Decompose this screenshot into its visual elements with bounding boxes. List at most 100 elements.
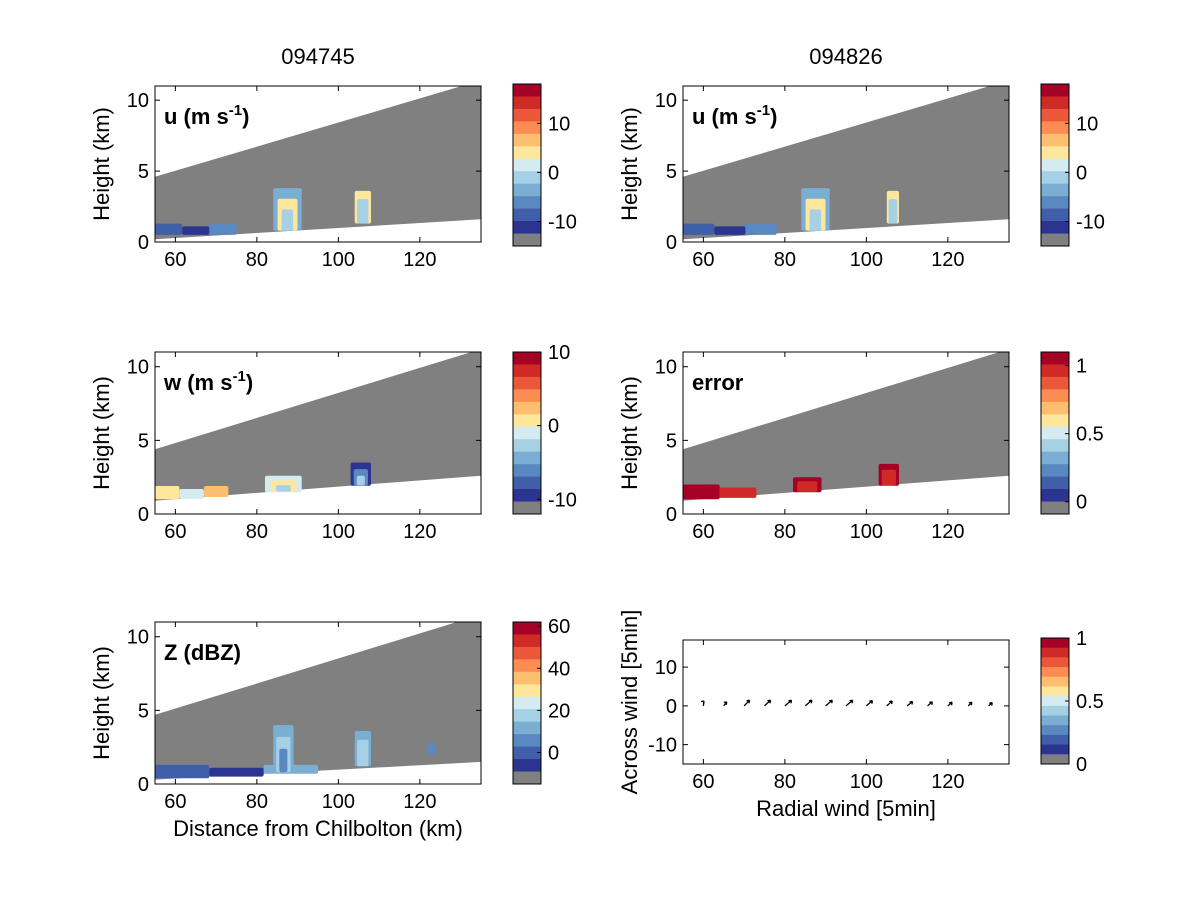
colorbar-segment [513, 659, 541, 673]
colorbar-segment [1041, 734, 1069, 746]
x-tick-label: 80 [246, 249, 268, 271]
data-feature-3 [354, 731, 371, 767]
colorbar-tick-label: 1 [1076, 356, 1087, 378]
x-tick-label: 60 [164, 521, 186, 543]
colorbar: 10 0 -10 [512, 342, 577, 515]
data-feature-3 [354, 190, 371, 224]
y-tick-label: 5 [666, 430, 677, 452]
wind-arrow [927, 701, 933, 707]
x-tick-label: 100 [850, 249, 883, 271]
colorbar-segment [513, 734, 541, 748]
x-axis-label: Radial wind [5min] [756, 796, 936, 821]
plot-area [155, 352, 481, 501]
y-axis-label: Height (km) [617, 107, 642, 221]
panel-label: Z (dBZ) [164, 640, 241, 665]
axes-frame [154, 351, 482, 515]
colorbar-segment [513, 84, 541, 97]
plot-area [155, 86, 481, 240]
x-tick-label: 60 [692, 771, 714, 793]
colorbar-segment [513, 709, 541, 723]
wind-arrow [865, 700, 874, 707]
x-tick-label: 120 [403, 521, 436, 543]
colorbar-segment [1041, 464, 1069, 478]
colorbar: 60 40 20 0 [512, 616, 570, 785]
colorbar-segment [1041, 696, 1069, 707]
colorbar-segment [1041, 489, 1069, 503]
beam-missing-region [155, 352, 481, 501]
x-tick-label: 120 [403, 791, 436, 813]
colorbar-segment [513, 414, 541, 428]
colorbar-segment [513, 451, 541, 465]
colorbar-segment [1041, 108, 1069, 122]
colorbar-segment [513, 439, 541, 453]
colorbar-segment [1041, 401, 1069, 415]
colorbar-tick-label: 10 [1076, 113, 1098, 135]
colorbar-segment [513, 622, 541, 635]
y-tick-label: 0 [666, 696, 677, 718]
data-feature-3 [878, 463, 899, 486]
colorbar-tick-label: -10 [548, 489, 577, 511]
colorbar-segment [1041, 754, 1069, 765]
feature-cell [276, 485, 291, 492]
feature-cell [888, 199, 898, 224]
colorbar-segment [513, 759, 541, 773]
colorbar-segment [1041, 647, 1069, 658]
feature-cell [881, 469, 896, 486]
y-tick-label: 5 [138, 430, 149, 452]
colorbar-segment [513, 183, 541, 197]
colorbar-tick-label: 0 [1076, 492, 1087, 514]
data-feature-2 [265, 475, 302, 493]
data-feature-2 [793, 477, 822, 493]
axes-frame [682, 351, 1010, 515]
colorbar-segment [1041, 376, 1069, 390]
colorbar-tick-label: 20 [548, 700, 570, 722]
column-title-right: 094826 [809, 44, 882, 69]
colorbar-segment [1041, 208, 1069, 222]
data-feature-3 [886, 190, 899, 224]
panel-z_094745: 60 80 100 120 0 5 10 Z (dBZ) Height (km) Distance… [89, 616, 570, 841]
colorbar-segment [1041, 439, 1069, 453]
colorbar-segment [513, 401, 541, 415]
colorbar-segment [1041, 84, 1069, 97]
feature-cell [209, 223, 237, 235]
x-tick-label: 80 [774, 249, 796, 271]
feature-cell [428, 742, 437, 755]
x-tick-label: 120 [931, 771, 964, 793]
colorbar-segment [1041, 352, 1069, 365]
beam-missing-region [683, 86, 1009, 240]
x-tick-label: 60 [692, 249, 714, 271]
wind-arrow [743, 699, 751, 707]
colorbar-segment [513, 133, 541, 147]
feature-cell [203, 486, 229, 497]
colorbar-segment [1041, 233, 1069, 247]
wind-arrow [967, 701, 973, 707]
colorbar-segment [1041, 657, 1069, 668]
feature-cell [356, 475, 365, 486]
panel-label: u (m s-1) [164, 102, 249, 129]
colorbar-segment [513, 464, 541, 478]
data-feature-1 [155, 486, 229, 500]
wind-arrow [784, 699, 793, 707]
colorbar: 10 0 -10 [512, 83, 577, 247]
plot-area [683, 86, 1009, 240]
y-tick-label: -10 [648, 735, 677, 757]
colorbar-segment [513, 364, 541, 378]
feature-cell [714, 226, 746, 235]
y-axis-label: Height (km) [89, 107, 114, 221]
wind-arrow [700, 700, 705, 706]
wind-arrow [988, 702, 993, 707]
x-tick-label: 100 [322, 249, 355, 271]
colorbar-tick-label: 0.5 [1076, 424, 1104, 446]
feature-cell [179, 489, 204, 499]
colorbar-tick-label: -10 [1076, 211, 1105, 233]
colorbar-tick-label: 0.5 [1076, 691, 1104, 713]
colorbar-segment [1041, 364, 1069, 378]
x-tick-label: 100 [322, 521, 355, 543]
wind-arrow [845, 699, 854, 707]
colorbar-segment [513, 389, 541, 403]
